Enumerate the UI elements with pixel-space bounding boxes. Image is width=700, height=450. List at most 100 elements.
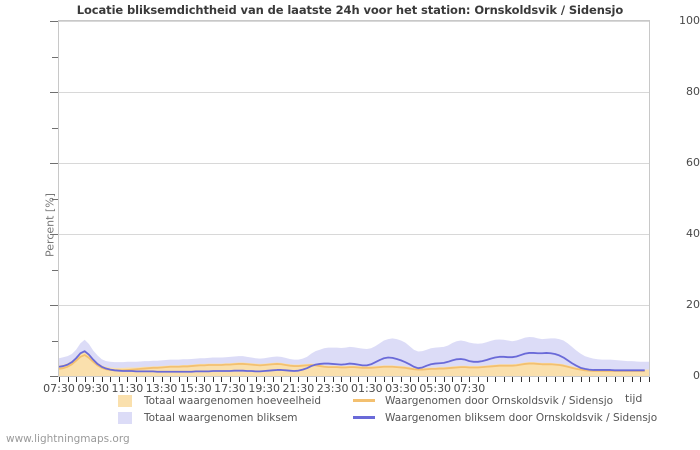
x-tick-mark [623,377,625,382]
x-tick-mark [298,377,300,382]
x-tick-mark [589,377,591,382]
legend-item-lightning-by-station: Waargenomen bliksem door Ornskoldsvik / … [353,412,657,424]
x-tick-mark [195,377,197,382]
legend-item-observed-by-station: Waargenomen door Ornskoldsvik / Sidensjo [353,395,638,407]
x-tick-mark [358,377,360,382]
y-tick-mark-minor [52,198,58,200]
x-tick-mark [409,377,411,382]
x-tick-mark [392,377,394,382]
x-axis-title: tijd [625,392,643,405]
legend-swatch-line-icon [353,416,375,419]
x-tick-mark [101,377,103,382]
gridline [59,305,649,306]
gridline [59,21,649,22]
x-tick-label: 21:30 [282,382,315,395]
x-tick-label: 01:30 [350,382,383,395]
y-tick-label: 20 [686,298,700,311]
x-tick-mark [324,377,326,382]
x-tick-mark [59,377,60,382]
x-tick-mark [469,377,471,382]
legend-label: Waargenomen door Ornskoldsvik / Sidensjo [385,394,614,407]
x-tick-mark [443,377,445,382]
y-tick-label: 100 [679,14,700,27]
footer-url: www.lightningmaps.org [6,433,130,445]
x-tick-mark [170,377,172,382]
x-tick-mark [649,377,650,382]
x-tick-label: 09:30 [77,382,110,395]
x-tick-mark [135,377,137,382]
x-tick-label: 17:30 [214,382,246,395]
x-tick-mark [554,377,556,382]
gridline [59,92,649,93]
series-area-1 [59,351,649,376]
x-tick-mark [606,377,608,382]
legend-label: Totaal waargenomen bliksem [144,411,298,424]
x-tick-mark [161,377,163,382]
x-tick-label: 03:30 [385,382,417,395]
x-tick-mark [452,377,454,382]
x-tick-mark [281,377,283,382]
x-tick-mark [640,377,642,382]
legend-row: Totaal waargenomen bliksem Waargenomen b… [118,410,657,425]
x-tick-mark [118,377,120,382]
x-tick-mark [418,377,420,382]
y-tick-mark [50,305,58,306]
x-tick-mark [144,377,146,382]
x-tick-mark [332,377,334,382]
x-tick-mark [631,377,633,382]
y-tick-mark-minor [52,269,58,271]
x-tick-mark [503,377,505,382]
x-tick-mark [401,377,403,382]
x-tick-mark [221,377,223,382]
x-tick-mark [495,377,497,382]
x-tick-mark [315,377,317,382]
x-tick-mark [212,377,214,382]
x-tick-mark [580,377,582,382]
y-tick-mark [50,163,58,164]
x-tick-mark [537,377,539,382]
legend-swatch-line-icon [353,399,375,402]
y-tick-label: 40 [686,227,700,240]
x-tick-mark [426,377,428,382]
x-tick-mark [272,377,274,382]
x-tick-mark [512,377,514,382]
series-line-2 [59,350,645,373]
y-tick-label: 80 [686,85,700,98]
x-tick-mark [204,377,206,382]
y-tick-mark [50,234,58,235]
x-tick-mark [614,377,616,382]
chart-legend: Totaal waargenomen hoeveelheid Waargenom… [118,393,657,427]
y-tick-mark [50,21,58,22]
legend-row: Totaal waargenomen hoeveelheid Waargenom… [118,393,638,408]
y-tick-mark-minor [52,127,58,129]
x-tick-mark [597,377,599,382]
legend-label: Waargenomen bliksem door Ornskoldsvik / … [385,411,658,424]
x-tick-mark [127,377,129,382]
x-tick-mark [84,377,86,382]
gridline [59,234,649,235]
y-tick-label: 60 [686,156,700,169]
x-tick-mark [93,377,95,382]
x-tick-mark [247,377,249,382]
x-tick-mark [572,377,574,382]
x-tick-mark [383,377,385,382]
x-tick-mark [349,377,351,382]
legend-swatch-box-icon [118,394,132,407]
x-tick-mark [255,377,257,382]
x-tick-mark [187,377,189,382]
y-tick-label: 0 [693,369,700,382]
x-tick-mark [486,377,488,382]
x-tick-mark [529,377,531,382]
x-tick-mark [366,377,368,382]
x-tick-mark [76,377,78,382]
legend-label: Totaal waargenomen hoeveelheid [144,394,322,407]
series-line-3 [59,354,645,372]
x-tick-mark [178,377,180,382]
x-tick-mark [460,377,462,382]
x-tick-mark [435,377,437,382]
x-tick-label: 07:30 [453,382,486,395]
x-tick-mark [289,377,291,382]
page-title: Locatie bliksemdichtheid van de laatste … [76,3,624,17]
x-tick-mark [306,377,308,382]
gridline [59,163,649,164]
